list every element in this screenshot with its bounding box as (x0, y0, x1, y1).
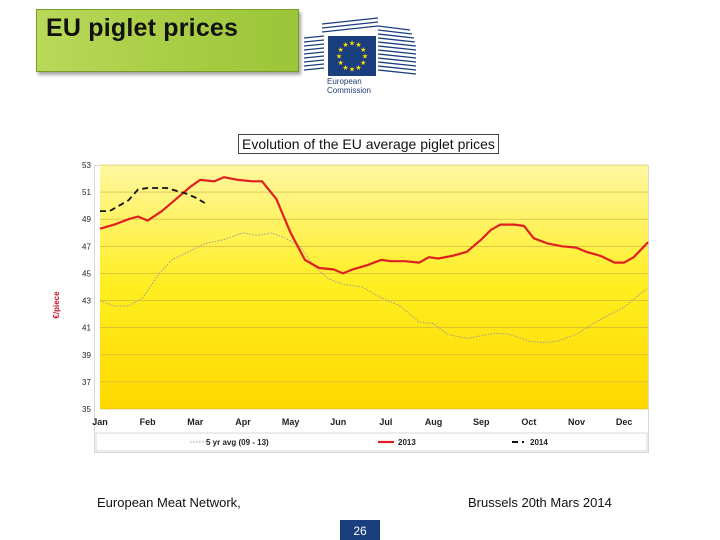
x-tick-label: Nov (568, 417, 585, 427)
x-tick-label: Jan (92, 417, 108, 427)
eu-star-icon: ★ (355, 41, 361, 49)
y-tick-label: 43 (82, 297, 91, 306)
eu-star-icon: ★ (360, 59, 366, 67)
y-tick-label: 53 (82, 161, 91, 170)
x-tick-label: May (282, 417, 300, 427)
eu-flag-icon: ★ ★★★★★★★★★★★ (328, 36, 376, 76)
footer-organisation: European Meat Network, (97, 495, 241, 510)
y-axis-label: €/piece (52, 291, 61, 319)
eu-star-icon: ★ (336, 53, 342, 61)
eu-star-icon: ★ (360, 46, 366, 54)
x-tick-label: Feb (140, 417, 157, 427)
y-tick-label: 37 (82, 378, 91, 387)
series-line-2013 (99, 176, 649, 275)
eu-star-icon: ★ (349, 40, 355, 48)
x-tick-label: Mar (187, 417, 204, 427)
x-tick-label: Jun (330, 417, 346, 427)
logo-line-commission: Commission (327, 86, 372, 95)
x-tick-label: Sep (473, 417, 490, 427)
x-tick-label: Jul (379, 417, 392, 427)
y-tick-label: 45 (82, 269, 91, 278)
eu-star-icon: ★ (342, 64, 348, 72)
european-commission-logo: ★ ★★★★★★★★★★★ (303, 17, 417, 76)
y-tick-label: 35 (82, 405, 91, 414)
slide-title-box (36, 9, 299, 72)
eu-star-icon: ★ (338, 46, 344, 54)
legend-label: 2013 (398, 438, 416, 447)
eu-star-icon: ★ (349, 66, 355, 74)
x-tick-label: Apr (235, 417, 251, 427)
plot-area (100, 165, 648, 409)
legend-box (95, 432, 648, 452)
commission-building-icon (303, 17, 417, 75)
y-tick-label: 39 (82, 351, 91, 360)
y-tick-label: 49 (82, 215, 91, 224)
series-line-2014 (100, 187, 206, 213)
y-tick-label: 41 (82, 324, 91, 333)
page-number: 26 (340, 520, 380, 540)
x-tick-label: Oct (521, 417, 536, 427)
chart-title: Evolution of the EU average piglet price… (238, 134, 499, 154)
y-tick-label: 47 (82, 242, 91, 251)
logo-label: European Commission (327, 77, 371, 95)
eu-star-icon: ★ (338, 59, 344, 67)
footer-place-date: Brussels 20th Mars 2014 (468, 495, 612, 510)
eu-star-icon: ★ (355, 64, 361, 72)
eu-star-icon: ★ (362, 53, 368, 61)
y-tick-label: 51 (82, 188, 91, 197)
x-tick-label: Dec (616, 417, 633, 427)
slide-title: EU piglet prices (46, 14, 239, 42)
legend-label: 2014 (530, 438, 548, 447)
eu-star-icon: ★ (342, 41, 348, 49)
logo-line-european: European (327, 77, 362, 86)
x-tick-label: Aug (425, 417, 443, 427)
legend-label: 5 yr avg (09 - 13) (206, 438, 269, 447)
